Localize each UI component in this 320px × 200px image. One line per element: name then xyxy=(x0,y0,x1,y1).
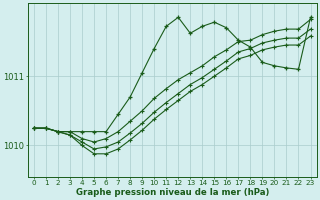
X-axis label: Graphe pression niveau de la mer (hPa): Graphe pression niveau de la mer (hPa) xyxy=(76,188,269,197)
